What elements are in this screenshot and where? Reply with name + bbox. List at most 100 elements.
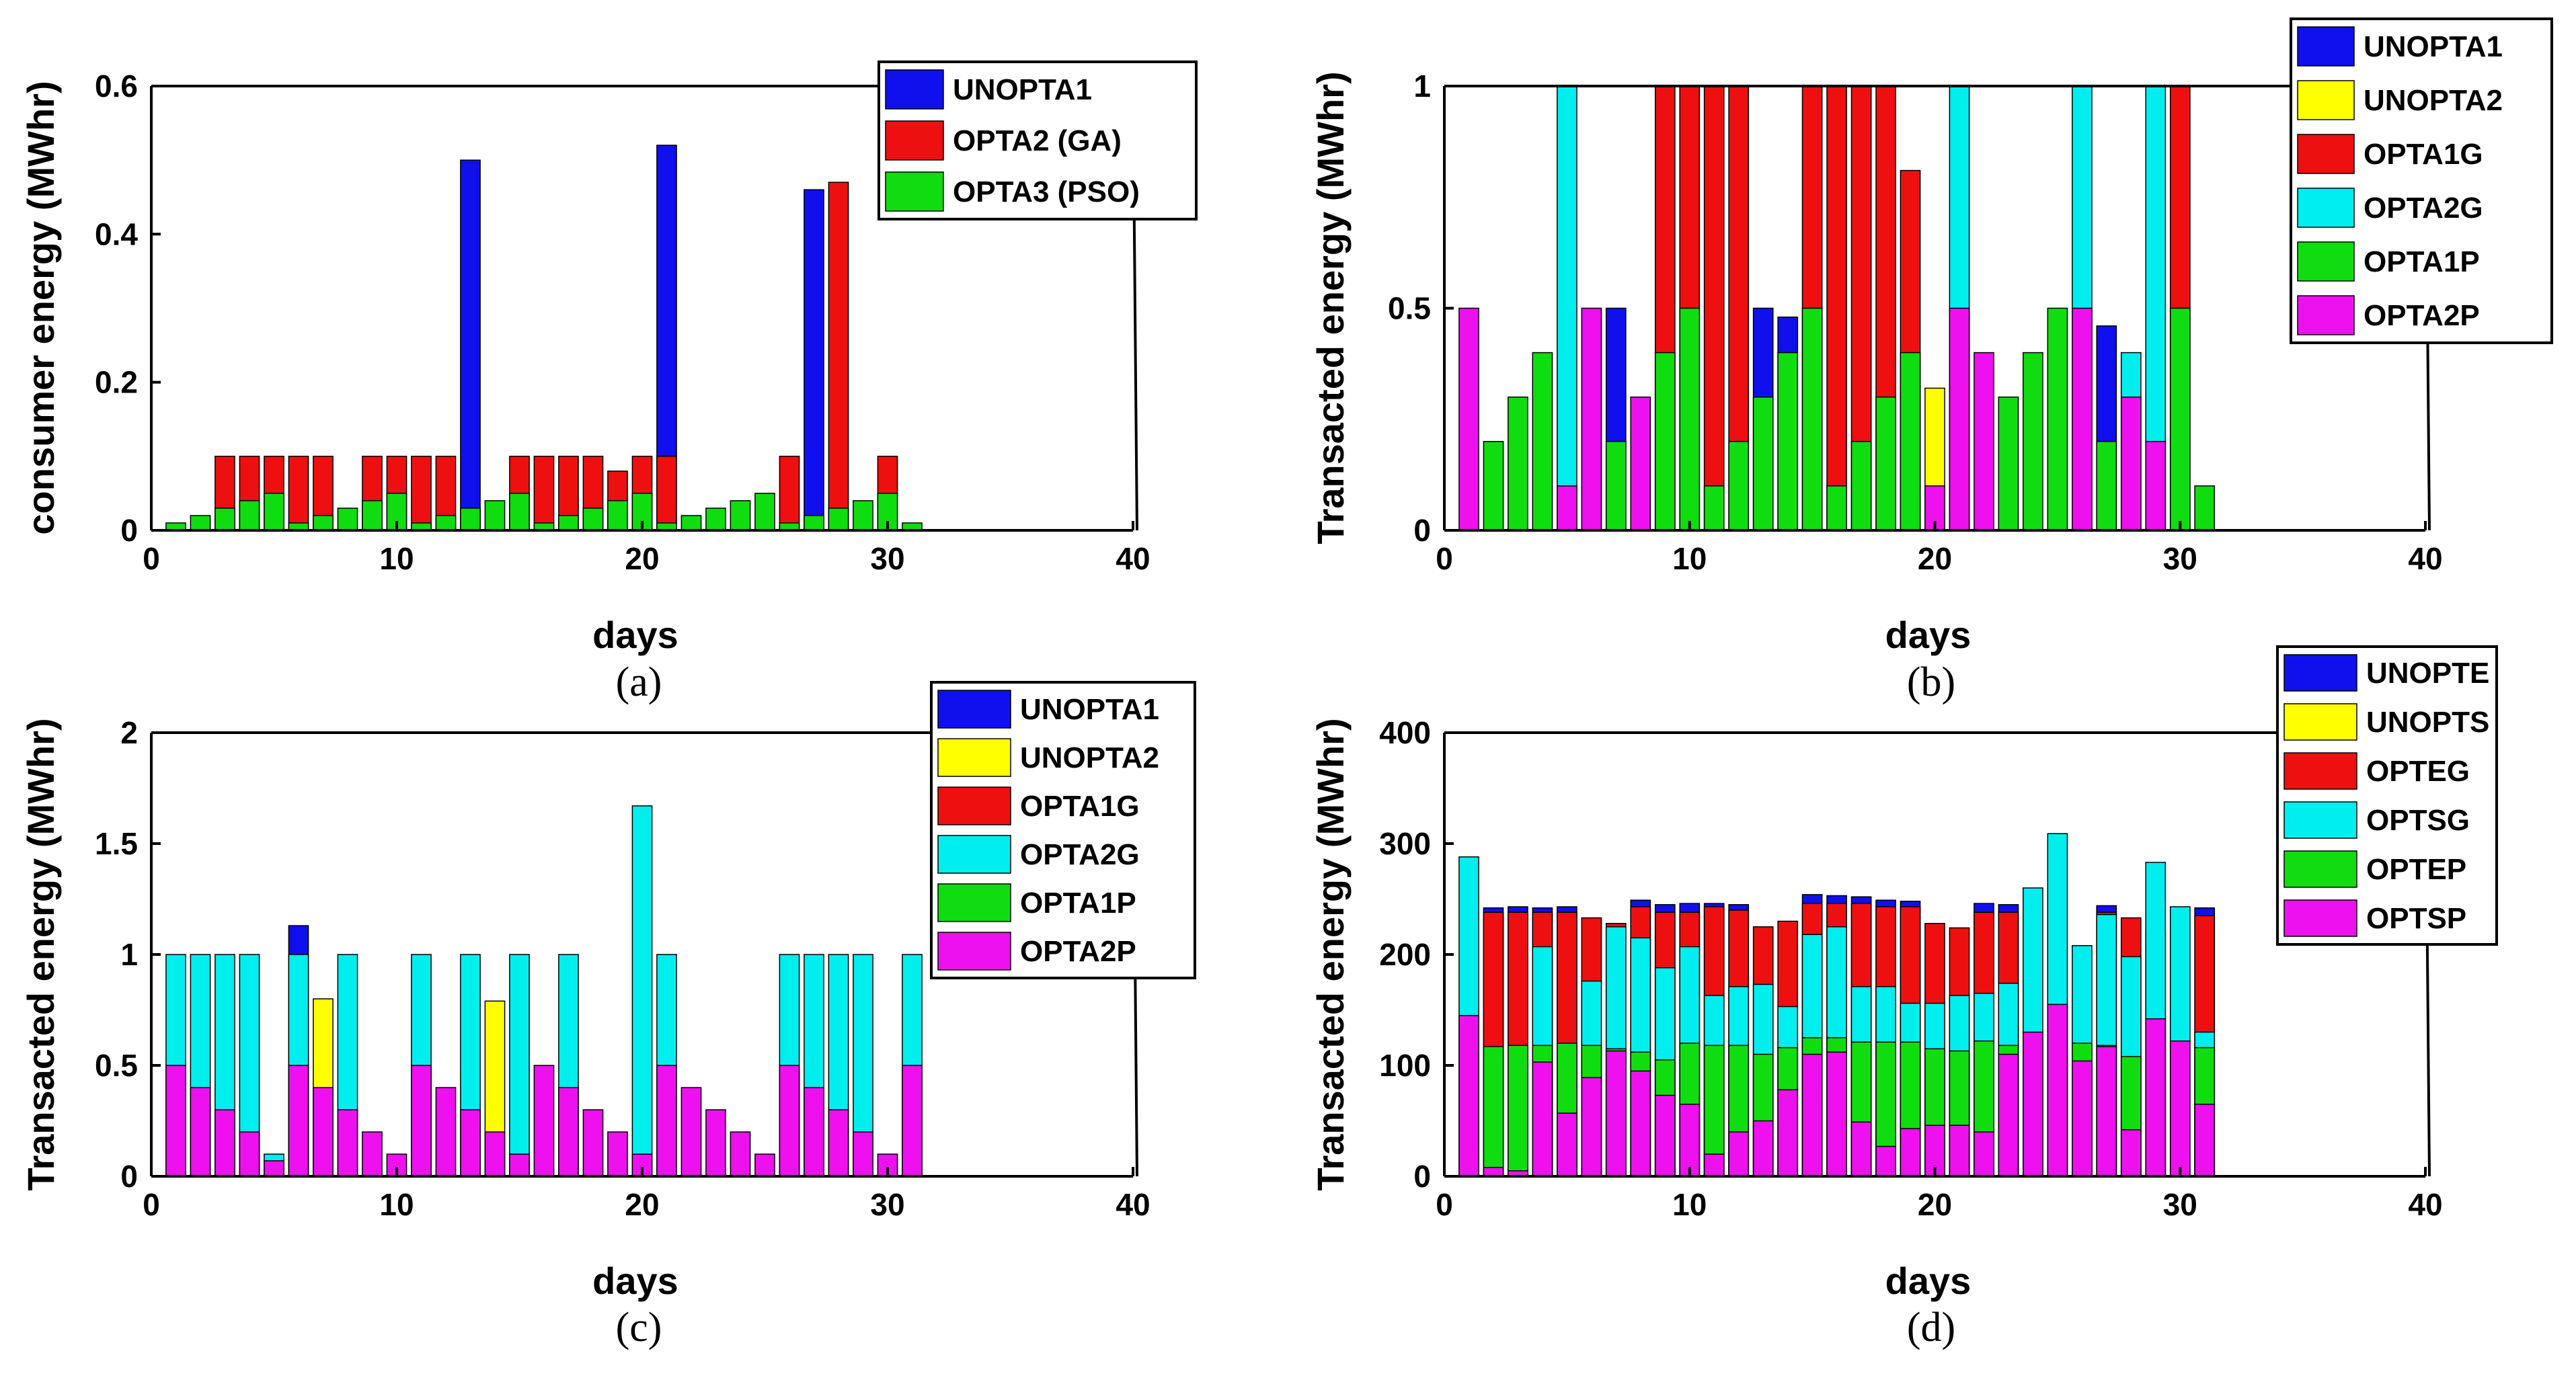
- bar-d-optsp-day-23: [1998, 1053, 2019, 1177]
- bar-c-opta2p-day-26: [779, 1065, 800, 1177]
- bar-d-optsp-day-19: [1900, 1128, 1921, 1177]
- y-tick-label-c-2: 1: [120, 937, 138, 972]
- legend-label-b-2: OPTA1G: [2364, 138, 2483, 171]
- bar-c-opta2p-day-4: [239, 1131, 260, 1177]
- caption-c: (c): [616, 1305, 662, 1350]
- bar-c-opta2p-day-31: [902, 1065, 923, 1177]
- legend-label-c-4: OPTA1P: [1020, 887, 1136, 920]
- x-tick-label-b-4: 40: [2408, 541, 2442, 576]
- y-tick-label-a-1: 0.2: [95, 365, 138, 400]
- bar-d-optsp-day-15: [1801, 1053, 1823, 1177]
- bar-b-opta1p-day-31: [2194, 485, 2216, 531]
- bar-b-opta1g-day-11: [1703, 85, 1725, 531]
- bar-a-opta3-pso--day-19: [607, 500, 628, 531]
- legend-label-c-3: OPTA2G: [1020, 838, 1140, 871]
- y-tick-label-d-4: 400: [1379, 715, 1431, 750]
- legend-box-c: [930, 681, 1196, 979]
- bar-d-optsp-day-9: [1654, 1094, 1676, 1177]
- x-tick-label-a-4: 40: [1116, 541, 1150, 576]
- bar-c-opta2g-day-20: [631, 805, 653, 1177]
- bar-c-opta2p-day-24: [730, 1131, 751, 1177]
- bar-a-opta3-pso--day-25: [754, 493, 775, 531]
- bar-a-opta2-ga--day-16: [533, 456, 555, 531]
- bar-a-unopta1-day-27: [804, 189, 824, 531]
- bar-c-opta2p-day-6: [288, 1065, 309, 1177]
- bar-b-opta1g-day-16: [1826, 85, 1847, 531]
- legend-box-d: [2276, 645, 2498, 946]
- bar-c-opta2p-day-15: [509, 1153, 530, 1177]
- y-axis-label-d: Transacted energy (MWhr): [1309, 718, 1352, 1190]
- legend-swatch-d-0: [2284, 654, 2357, 692]
- bar-b-opta1p-day-19: [1900, 352, 1921, 531]
- legend-swatch-a-0: [885, 69, 944, 110]
- bar-d-optep-day-2: [1483, 1046, 1504, 1177]
- bar-b-opta1p-day-15: [1801, 307, 1823, 531]
- legend-swatch-d-2: [2284, 752, 2357, 790]
- bar-b-opta2p-day-29: [2145, 441, 2167, 531]
- bar-b-opta1p-day-11: [1703, 485, 1725, 531]
- bar-b-opta2p-day-28: [2120, 396, 2142, 531]
- bar-b-opta1p-day-17: [1850, 441, 1872, 531]
- bar-d-optsp-day-10: [1679, 1104, 1701, 1177]
- bar-c-opta2p-day-16: [533, 1065, 555, 1177]
- bar-c-opta2p-day-17: [558, 1087, 579, 1177]
- bar-b-opta1p-day-4: [1532, 352, 1553, 531]
- legend-swatch-c-4: [937, 883, 1011, 922]
- bar-a-opta3-pso--day-24: [730, 500, 751, 531]
- y-tick-label-d-0: 0: [1413, 1159, 1431, 1194]
- y-tick-label-c-0: 0: [120, 1159, 138, 1194]
- bar-d-optsp-day-14: [1777, 1089, 1799, 1177]
- x-tick-label-a-0: 0: [143, 541, 160, 576]
- bar-c-opta2p-day-19: [607, 1131, 628, 1177]
- bar-b-opta2p-day-22: [1974, 352, 1994, 531]
- bar-a-opta3-pso--day-27: [804, 515, 824, 531]
- bar-b-opta2g-day-5: [1557, 85, 1577, 531]
- y-axis-label-b: Transacted energy (MWhr): [1309, 71, 1352, 544]
- caption-b: (b): [1907, 659, 1955, 705]
- bar-d-optsp-day-1: [1458, 1015, 1479, 1177]
- y-axis-label-a: consumer energy (MWhr): [19, 81, 62, 534]
- bar-c-opta2g-day-15: [509, 954, 530, 1177]
- bar-c-opta2p-day-8: [337, 1109, 358, 1177]
- legend-label-d-3: OPTSG: [2366, 804, 2470, 837]
- caption-a: (a): [616, 659, 662, 705]
- bar-c-opta2p-day-29: [853, 1131, 873, 1177]
- x-tick-label-b-3: 30: [2163, 541, 2197, 576]
- bar-b-opta1p-day-14: [1777, 352, 1799, 531]
- bar-a-opta3-pso--day-14: [484, 500, 506, 531]
- bar-b-opta2p-day-8: [1630, 396, 1651, 531]
- legend-swatch-c-2: [937, 786, 1011, 825]
- legend-swatch-b-2: [2297, 134, 2355, 174]
- bar-c-opta2p-day-5: [264, 1160, 284, 1177]
- legend-swatch-a-2: [885, 171, 944, 212]
- x-tick-label-b-1: 10: [1672, 541, 1707, 576]
- legend-swatch-c-1: [937, 738, 1011, 777]
- legend-a: UNOPTA1 OPTA2 (GA) OPTA3 (PSO): [877, 60, 1198, 220]
- legend-swatch-d-1: [2284, 703, 2357, 741]
- bar-a-opta3-pso--day-13: [460, 507, 481, 531]
- bar-b-opta2p-day-26: [2072, 307, 2093, 531]
- bar-b-opta1p-day-25: [2047, 307, 2068, 531]
- bar-a-opta3-pso--day-18: [582, 507, 604, 531]
- bar-c-opta2p-day-2: [190, 1087, 211, 1177]
- bar-c-opta2p-day-13: [460, 1109, 481, 1177]
- x-tick-label-d-3: 30: [2163, 1187, 2197, 1222]
- bar-b-opta1p-day-10: [1679, 307, 1701, 531]
- chart-b: 0 10 20 30 40 0 0.5 1 days Transacted energy (MWh…: [1309, 17, 2553, 705]
- bar-d-optsp-day-8: [1630, 1070, 1651, 1177]
- y-tick-label-a-3: 0.6: [95, 69, 138, 104]
- bar-a-opta2-ga--day-26: [779, 456, 800, 531]
- x-tick-label-d-4: 40: [2408, 1187, 2442, 1222]
- bar-d-optsp-day-28: [2120, 1129, 2142, 1177]
- bar-b-opta2p-day-5: [1557, 485, 1577, 531]
- x-tick-label-b-2: 20: [1918, 541, 1952, 576]
- bar-b-opta2p-day-1: [1458, 307, 1479, 531]
- y-tick-label-a-0: 0: [120, 513, 138, 548]
- legend-b: UNOPTA1 UNOPTA2 OPTA1G OPTA2G OPTA1P OPTA2P: [2290, 17, 2553, 344]
- bar-d-optsp-day-6: [1581, 1077, 1602, 1177]
- bar-a-opta3-pso--day-3: [214, 507, 235, 531]
- bar-d-optep-day-3: [1508, 1045, 1528, 1177]
- bar-c-opta2p-day-18: [582, 1109, 604, 1177]
- bar-c-opta2p-day-22: [680, 1087, 702, 1177]
